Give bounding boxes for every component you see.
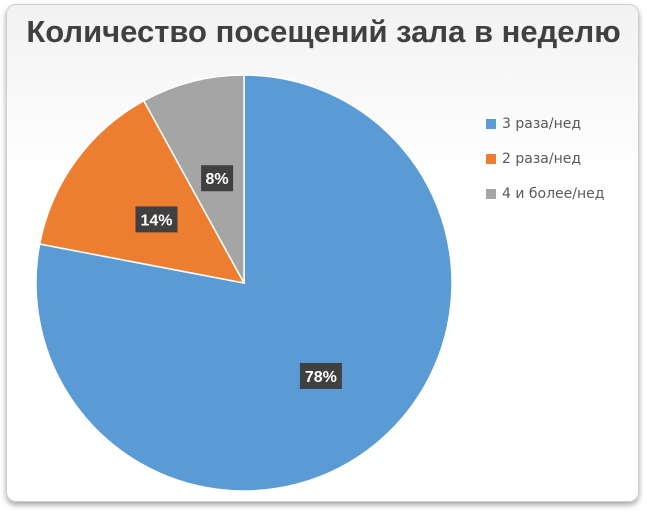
data-label: 14% xyxy=(135,206,178,233)
legend-swatch xyxy=(486,153,496,164)
legend-item-4-plus-per-week: 4 и более/нед xyxy=(486,176,604,211)
data-label-box xyxy=(135,206,178,233)
legend-swatch xyxy=(486,118,496,129)
slice-4-plus-per-week xyxy=(142,74,245,284)
slice-2-per-week xyxy=(38,99,246,285)
data-label-text: 78% xyxy=(305,369,337,386)
pie-slices xyxy=(35,74,453,492)
legend-label: 2 раза/нед xyxy=(502,150,582,167)
data-label: 78% xyxy=(299,362,342,389)
data-labels: 78% 14% 8% xyxy=(135,165,342,389)
data-label-text: 14% xyxy=(140,212,172,229)
legend: 3 раза/нед 2 раза/нед 4 и более/нед xyxy=(486,106,604,211)
data-label-box xyxy=(299,362,342,389)
chart-title: Количество посещений зала в неделю xyxy=(26,14,621,49)
data-label-box xyxy=(201,165,234,192)
legend-label: 3 раза/нед xyxy=(502,115,582,132)
legend-swatch xyxy=(486,188,496,199)
legend-item-2-per-week: 2 раза/нед xyxy=(486,141,604,176)
legend-item-3-per-week: 3 раза/нед xyxy=(486,106,604,141)
data-label-text: 8% xyxy=(206,171,229,188)
legend-label: 4 и более/нед xyxy=(502,185,605,202)
data-label: 8% xyxy=(201,165,234,192)
